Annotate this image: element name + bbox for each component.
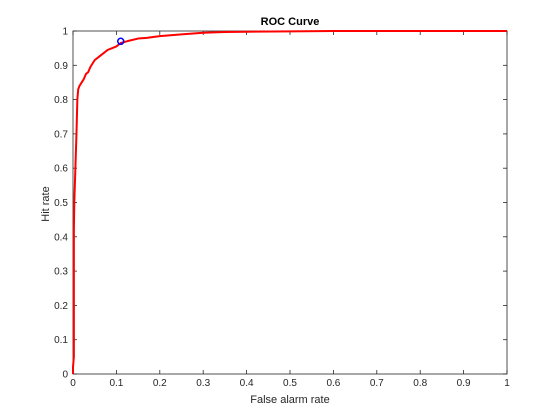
x-tick-label: 0.8	[413, 378, 427, 389]
y-tick-label: 0.7	[54, 129, 68, 140]
x-tick-label: 0.3	[196, 378, 210, 389]
x-tick-label: 0	[70, 378, 76, 389]
x-tick-label: 0.6	[326, 378, 340, 389]
y-tick-label: 0.2	[54, 301, 68, 312]
y-tick-label: 1	[62, 27, 68, 38]
roc-curve-line	[72, 30, 507, 374]
y-tick-label: 0.4	[54, 232, 68, 243]
operating-point-marker	[116, 37, 125, 46]
y-tick-label: 0.3	[54, 267, 68, 278]
x-tick-label: 0.5	[283, 378, 297, 389]
y-tick-label: 0	[62, 370, 68, 381]
x-tick-label: 0.7	[370, 378, 384, 389]
x-tick-label: 0.2	[153, 378, 167, 389]
x-tick-label: 0.9	[457, 378, 471, 389]
plot-area: 0 0.1 0.2 0.3 0.4 0.5 0.6 0.7 0.8 0.9 1 0 0.1 0.2 0.3 0…	[54, 27, 510, 390]
x-tick-label: 0.1	[109, 378, 123, 389]
y-tick-label: 0.8	[54, 95, 68, 106]
y-tick-label: 0.9	[54, 61, 68, 72]
x-axis-label: False alarm rate	[250, 394, 329, 406]
y-tick-label: 0.5	[54, 198, 68, 209]
axes-box	[72, 30, 508, 375]
x-tick-label: 1	[504, 378, 510, 389]
y-tick-label: 0.1	[54, 335, 68, 346]
x-tick-label: 0.4	[240, 378, 254, 389]
y-axis-label: Hit rate	[40, 186, 52, 221]
chart-title: ROC Curve	[261, 16, 320, 28]
y-tick-label: 0.6	[54, 164, 68, 175]
